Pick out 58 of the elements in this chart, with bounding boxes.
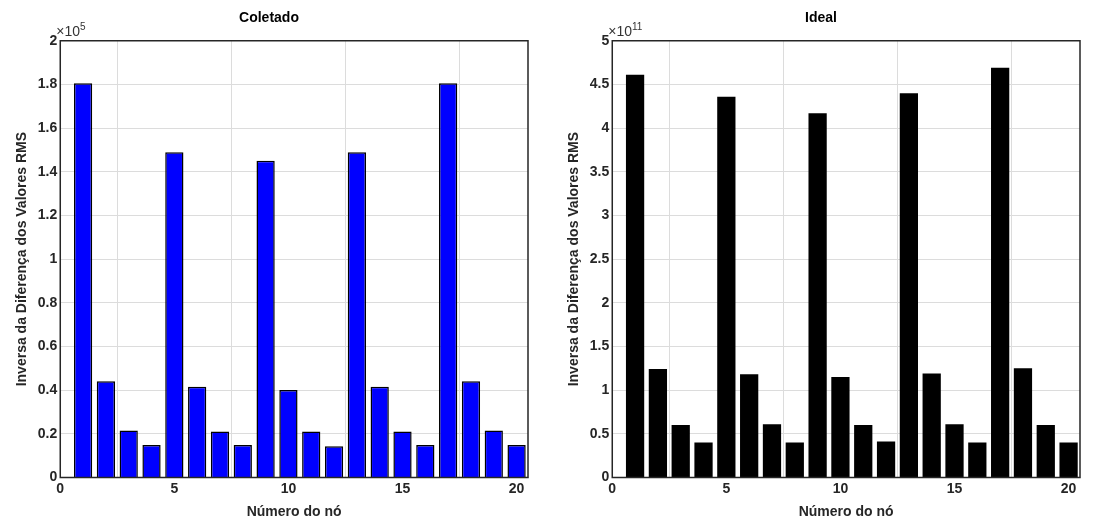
x-tick-label: 15: [946, 479, 963, 496]
bar: [1059, 442, 1078, 477]
x-tick-label: 20: [508, 479, 525, 496]
x-axis-title: Número do nó: [246, 503, 342, 520]
bar: [625, 74, 645, 477]
x-tick-label: 5: [722, 479, 731, 496]
bar: [717, 96, 736, 477]
y-tick-label: 1.8: [37, 75, 58, 92]
bar: [785, 442, 804, 477]
y-axis-title: Inversa da Diferença dos Valores RMS: [565, 131, 582, 387]
y-tick-label: 0.4: [37, 380, 58, 397]
y-tick-label: 1: [49, 249, 58, 266]
y-tick-label: 1: [601, 380, 610, 397]
chart-title: Coletado: [239, 9, 299, 26]
bar: [922, 373, 941, 477]
y-tick-label: 1.4: [37, 162, 58, 179]
x-tick-label: 5: [170, 479, 179, 496]
y-tick-label: 0.5: [589, 424, 610, 441]
y-tick-label: 0: [49, 468, 58, 485]
bar: [854, 425, 873, 477]
bar: [991, 67, 1010, 477]
bar: [762, 424, 782, 477]
bar: [740, 374, 759, 477]
chart-title: Ideal: [805, 9, 837, 26]
y-tick-label: 3: [601, 206, 610, 223]
y-tick-label: 5: [601, 31, 610, 48]
bar: [808, 113, 827, 477]
bar: [968, 442, 987, 477]
y-tick-label: 3.5: [589, 162, 610, 179]
y-tick-label: 1.2: [37, 206, 58, 223]
bar: [831, 376, 850, 477]
x-tick-label: 10: [832, 479, 849, 496]
y-tick-label: 1.6: [37, 118, 58, 135]
bar: [694, 442, 713, 477]
x-tick-label: 20: [1060, 479, 1077, 496]
bar: [1013, 368, 1033, 477]
y-axis-title: Inversa da Diferença dos Valores RMS: [13, 131, 30, 387]
x-tick-label: 10: [280, 479, 297, 496]
text: ×10$^{5}$: [56, 20, 86, 39]
y-tick-label: 0: [601, 468, 610, 485]
y-tick-label: 2: [49, 31, 58, 48]
bar: [1036, 425, 1055, 477]
x-axis-title: Número do nó: [798, 503, 894, 520]
y-tick-label: 0.8: [37, 293, 58, 310]
text: ×10$^{11}$: [608, 20, 643, 39]
x-tick-label: 15: [394, 479, 411, 496]
bar: [648, 369, 668, 477]
y-tick-label: 1.5: [589, 337, 610, 354]
y-tick-label: 0.2: [37, 424, 58, 441]
y-tick-label: 4.5: [589, 75, 610, 92]
y-tick-label: 0.6: [37, 337, 58, 354]
y-tick-label: 2.5: [589, 249, 610, 266]
bar: [899, 93, 918, 477]
bar: [945, 424, 964, 477]
bar: [671, 425, 690, 477]
bar: [876, 441, 896, 477]
y-tick-label: 2: [601, 293, 610, 310]
y-tick-label: 4: [601, 118, 610, 135]
